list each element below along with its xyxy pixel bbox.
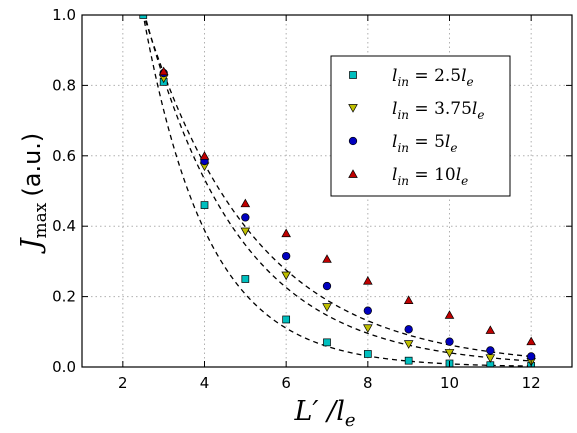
data-point-series-4 xyxy=(444,310,455,319)
x-axis-label: L′ /le xyxy=(293,396,355,431)
legend-box xyxy=(330,55,511,197)
data-point-series-4 xyxy=(281,228,291,238)
x-tick-label: 8 xyxy=(363,374,373,392)
axis-ticks: 2 4 6 8 10 12 0.0 0.2 0.4 0.6 0.8 1.0 xyxy=(52,6,572,392)
x-tick-label: 4 xyxy=(200,374,210,392)
x-tick-label: 12 xyxy=(522,374,541,392)
data-point-series-2 xyxy=(444,349,455,358)
y-tick-label: 0.8 xyxy=(52,76,76,94)
data-point-series-2 xyxy=(403,340,414,349)
y-tick-label: 0.4 xyxy=(52,217,76,235)
fit-curve xyxy=(144,15,534,362)
x-tick-label: 10 xyxy=(440,374,459,392)
legend-marker-2 xyxy=(348,104,358,113)
data-point-series-4 xyxy=(485,325,496,334)
data-point-series-2 xyxy=(240,227,251,237)
data-point-series-4 xyxy=(199,151,210,160)
data-point-series-1 xyxy=(404,356,413,365)
y-tick-label: 0.0 xyxy=(52,358,76,376)
data-point-series-4 xyxy=(363,276,373,285)
data-point-series-3 xyxy=(322,281,332,291)
data-point-series-3 xyxy=(445,337,454,346)
x-axis-label-text: L′ /l xyxy=(293,396,344,427)
legend-label-2: lin = 3.75le xyxy=(392,99,484,122)
data-point-series-4 xyxy=(403,295,414,304)
data-point-series-3 xyxy=(241,213,250,222)
y-tick-label: 0.6 xyxy=(52,147,76,165)
data-point-series-4 xyxy=(322,254,332,263)
data-point-series-3 xyxy=(363,306,372,315)
data-point-series-1 xyxy=(200,201,209,209)
data-point-series-1 xyxy=(139,15,148,19)
data-point-series-4 xyxy=(526,336,536,346)
svg-text:L′ /le: L′ /le xyxy=(293,396,355,431)
x-axis-label-sub: e xyxy=(345,410,356,431)
y-tick-label: 1.0 xyxy=(52,6,76,24)
data-point-series-3 xyxy=(282,251,291,261)
data-point-series-2 xyxy=(281,271,291,281)
data-point-series-1 xyxy=(282,315,291,324)
y-axis-label-unit: (a.u.) xyxy=(18,133,46,197)
legend-marker-4 xyxy=(348,169,358,178)
fit-curve xyxy=(142,15,534,367)
data-point-series-1 xyxy=(323,338,331,347)
plot-frame xyxy=(81,14,573,368)
y-axis-label-var: J xyxy=(16,236,47,254)
data-point-series-2 xyxy=(363,324,373,333)
legend-marker-1 xyxy=(349,71,357,79)
x-tick-label: 6 xyxy=(281,374,291,392)
legend-label-4: lin = 10le xyxy=(392,165,468,188)
y-tick-label: 0.2 xyxy=(52,288,76,306)
y-axis-label-sub: max xyxy=(31,202,51,238)
x-tick-label: 2 xyxy=(118,374,128,392)
legend-label-1: lin = 2.5le xyxy=(392,66,474,89)
data-point-series-1 xyxy=(363,350,372,358)
data-point-series-4 xyxy=(158,66,169,76)
legend-marker-3 xyxy=(348,136,358,146)
data-point-series-1 xyxy=(241,275,250,283)
svg-text:Jmax(a.u.): Jmax (a.u.) xyxy=(16,133,51,255)
data-point-series-4 xyxy=(240,198,251,208)
data-point-series-3 xyxy=(486,346,495,355)
data-point-series-3 xyxy=(404,325,413,334)
legend: lin = 2.5le lin = 3.75le lin = 5le lin = 10… xyxy=(330,55,511,197)
data-point-series-2 xyxy=(485,354,496,363)
legend-label-3: lin = 5le xyxy=(392,132,457,155)
data-point-series-3 xyxy=(527,352,536,361)
y-axis-label: Jmax (a.u.) xyxy=(16,133,51,255)
data-point-series-2 xyxy=(322,303,332,312)
